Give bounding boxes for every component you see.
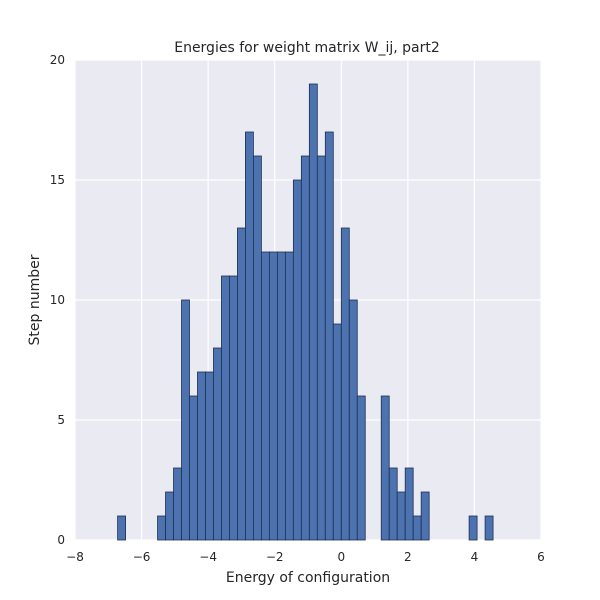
histogram-bar [484, 515, 494, 541]
x-tick-label: −4 [199, 550, 217, 564]
histogram-bar [340, 227, 350, 541]
x-tick-label: 4 [471, 550, 479, 564]
x-tick-label: −2 [266, 550, 284, 564]
histogram-bar [157, 515, 166, 541]
histogram-bar [245, 131, 254, 541]
histogram-bar [260, 251, 270, 541]
histogram-bar [332, 323, 342, 541]
histogram-bar [276, 251, 286, 541]
y-tick-label: 20 [50, 53, 65, 67]
y-tick-label: 15 [50, 173, 65, 187]
x-tick-label: −8 [66, 550, 84, 564]
histogram-bar [173, 467, 182, 541]
histogram-bar [380, 395, 390, 541]
histogram-bar [221, 275, 230, 541]
x-tick-label: 0 [337, 550, 345, 564]
histogram-bar [292, 179, 302, 541]
histogram-bar [237, 227, 246, 541]
histogram-bar [165, 491, 174, 541]
histogram-bar [396, 491, 406, 541]
x-tick-label: −6 [133, 550, 151, 564]
y-axis-label: Step number [27, 254, 43, 345]
histogram-bar [316, 155, 326, 541]
histogram-bar [213, 347, 222, 541]
x-tick-label: 6 [537, 550, 545, 564]
histogram-bar [468, 515, 478, 541]
x-tick-labels: −8 −6 −4 −2 0 2 4 6 [66, 550, 545, 564]
x-tick-label: 2 [404, 550, 412, 564]
histogram-bar [189, 395, 198, 541]
histogram-bar [420, 491, 430, 541]
x-axis-label: Energy of configuration [226, 570, 390, 586]
histogram-bar [284, 251, 294, 541]
histogram-bar [268, 251, 278, 541]
histogram-bar [412, 515, 422, 541]
histogram-bar [117, 515, 126, 541]
histogram-bar [348, 299, 358, 541]
histogram-bar [388, 467, 398, 541]
chart-title: Energies for weight matrix W_ij, part2 [174, 40, 440, 56]
histogram-bar [324, 131, 334, 541]
histogram-bar [308, 83, 318, 541]
histogram-bar [197, 371, 206, 541]
histogram-bar [356, 395, 366, 541]
histogram-bar [181, 299, 190, 541]
y-tick-label: 0 [57, 533, 65, 547]
histogram-bar [300, 155, 310, 541]
bars-layer [117, 83, 494, 541]
histogram-bar [229, 275, 238, 541]
histogram-bar [404, 467, 414, 541]
y-tick-labels: 0 5 10 15 20 [50, 53, 65, 547]
histogram-bar [205, 371, 214, 541]
y-tick-label: 10 [50, 293, 65, 307]
histogram-bar [253, 155, 262, 541]
y-tick-label: 5 [57, 413, 65, 427]
